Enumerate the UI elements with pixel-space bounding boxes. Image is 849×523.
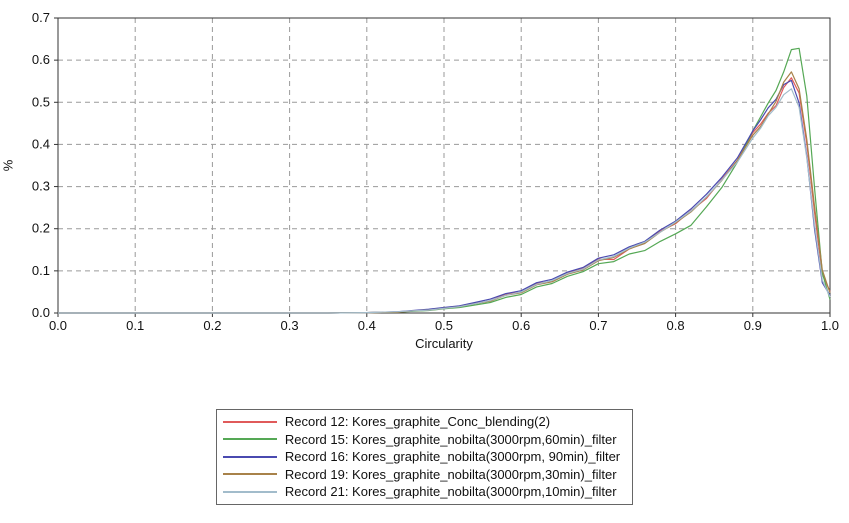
legend-line-swatch (222, 473, 277, 476)
legend-item-label: Record 12: Kores_graphite_Conc_blending(… (284, 414, 551, 430)
legend-line-swatch (222, 455, 277, 458)
legend-item-label: Record 15: Kores_graphite_nobilta(3000rp… (284, 431, 617, 447)
legend-item: Record 19: Kores_graphite_nobilta(3000rp… (222, 466, 620, 484)
x-tick-label: 0.9 (744, 318, 762, 333)
x-tick-label: 0.5 (435, 318, 453, 333)
legend-line-swatch (222, 420, 277, 423)
x-tick-label: 0.8 (667, 318, 685, 333)
legend-line-swatch (222, 490, 277, 493)
legend-item: Record 12: Kores_graphite_Conc_blending(… (222, 413, 620, 431)
legend: Record 12: Kores_graphite_Conc_blending(… (215, 409, 634, 505)
x-tick-label: 0.4 (358, 318, 376, 333)
legend-line-swatch (222, 438, 277, 441)
y-tick-label: 0.4 (32, 136, 50, 151)
y-tick-label: 0.7 (32, 10, 50, 25)
series-line (58, 88, 831, 314)
legend-item-label: Record 21: Kores_graphite_nobilta(3000rp… (284, 484, 617, 500)
x-tick-label: 0.3 (281, 318, 299, 333)
y-axis-label: % (0, 159, 16, 172)
legend-item: Record 15: Kores_graphite_nobilta(3000rp… (222, 431, 620, 449)
x-tick-label: 0.1 (126, 318, 144, 333)
x-tick-label: 0.2 (203, 318, 221, 333)
legend-item-label: Record 19: Kores_graphite_nobilta(3000rp… (284, 466, 617, 482)
legend-item: Record 16: Kores_graphite_nobilta(3000rp… (222, 448, 621, 466)
x-tick-label: 0.0 (49, 318, 67, 333)
circularity-distribution-chart: 0.0 0.1 0.2 0.3 0.4 0.5 0.6 0.7 0.8 0.9 1.0 0.0 0.1 0… (0, 10, 839, 351)
plot-border (57, 17, 831, 314)
y-tick-label: 0.6 (32, 52, 50, 67)
y-tick-label: 0.3 (32, 179, 50, 194)
x-tick-label: 0.7 (589, 318, 607, 333)
y-tick-label: 0.1 (32, 263, 50, 278)
series-line (58, 77, 831, 314)
x-axis-label: Circularity (415, 336, 473, 351)
legend-item: Record 21: Kores_graphite_nobilta(3000rp… (222, 483, 620, 501)
legend-item-label: Record 16: Kores_graphite_nobilta(3000rp… (284, 449, 621, 465)
y-tick-label: 0.0 (32, 305, 50, 320)
y-tick-label: 0.5 (32, 94, 50, 109)
y-tick-label: 0.2 (32, 221, 50, 236)
plot-canvas: 0.0 0.1 0.2 0.3 0.4 0.5 0.6 0.7 0.8 0.9 1.0 0.0 0.1 0… (32, 10, 839, 333)
x-tick-label: 1.0 (821, 318, 839, 333)
x-tick-label: 0.6 (512, 318, 530, 333)
legend-container: Record 12: Kores_graphite_Conc_blending(… (0, 409, 849, 505)
